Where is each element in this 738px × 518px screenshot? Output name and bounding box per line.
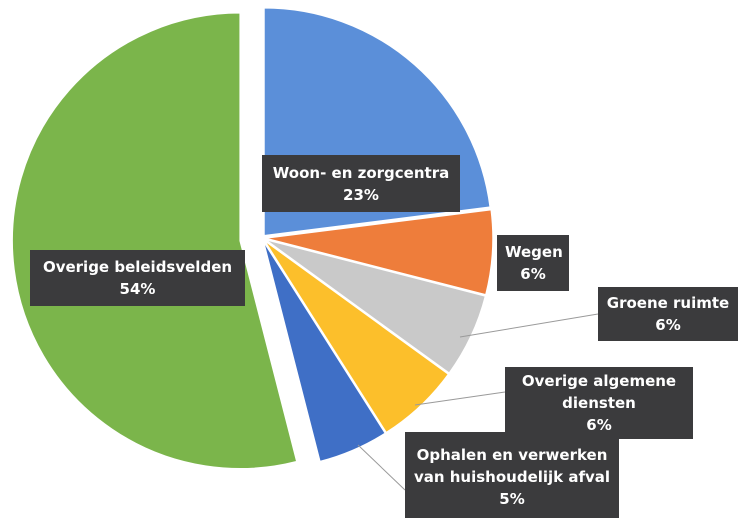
data-label: Groene ruimte 6% [598, 287, 738, 341]
data-label: Wegen 6% [497, 235, 569, 291]
label-name: Groene ruimte [606, 294, 730, 312]
data-label: Woon- en zorgcentra 23% [262, 155, 460, 212]
label-value: 6% [586, 416, 612, 434]
pie-slice [11, 12, 298, 470]
data-label: Overige algemene diensten 6% [505, 367, 693, 439]
label-name: Overige algemene diensten [521, 372, 677, 412]
label-value: 6% [520, 265, 546, 283]
leader-line [459, 313, 599, 338]
pie-slice [264, 238, 487, 375]
label-name: Wegen [505, 243, 563, 261]
label-name: Woon- en zorgcentra [272, 163, 450, 182]
label-value: 6% [655, 316, 681, 334]
label-value: 23% [343, 185, 379, 204]
pie-slice [264, 208, 494, 296]
leader-line [357, 444, 406, 491]
label-name: Ophalen en verwerken van huishoudelijk a… [413, 446, 611, 486]
label-value: 5% [499, 490, 525, 508]
data-label: Ophalen en verwerken van huishoudelijk a… [405, 432, 619, 518]
label-name: Overige beleidsvelden [42, 258, 233, 276]
pie-slice [263, 239, 450, 434]
pie-slice [262, 240, 387, 463]
leader-line [414, 391, 506, 406]
data-label: Overige beleidsvelden 54% [30, 250, 245, 306]
label-value: 54% [119, 280, 156, 298]
